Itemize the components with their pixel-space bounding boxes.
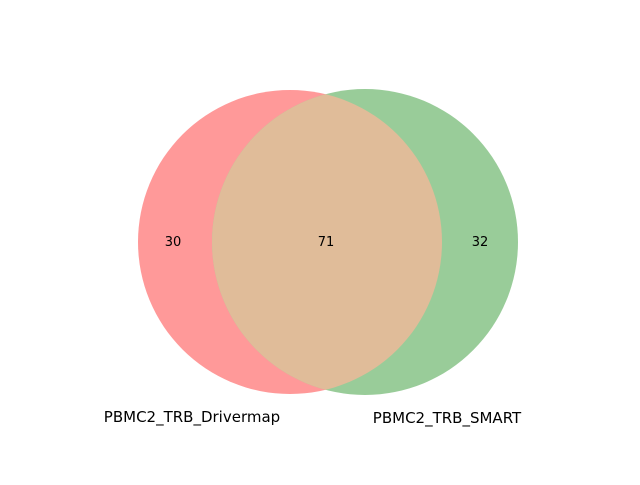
- count-overlap: 71: [318, 235, 335, 250]
- count-only-a: 30: [165, 235, 182, 250]
- count-only-b: 32: [472, 235, 489, 250]
- set-a-label: PBMC2_TRB_Drivermap: [104, 408, 280, 427]
- set-b-label: PBMC2_TRB_SMART: [373, 409, 522, 428]
